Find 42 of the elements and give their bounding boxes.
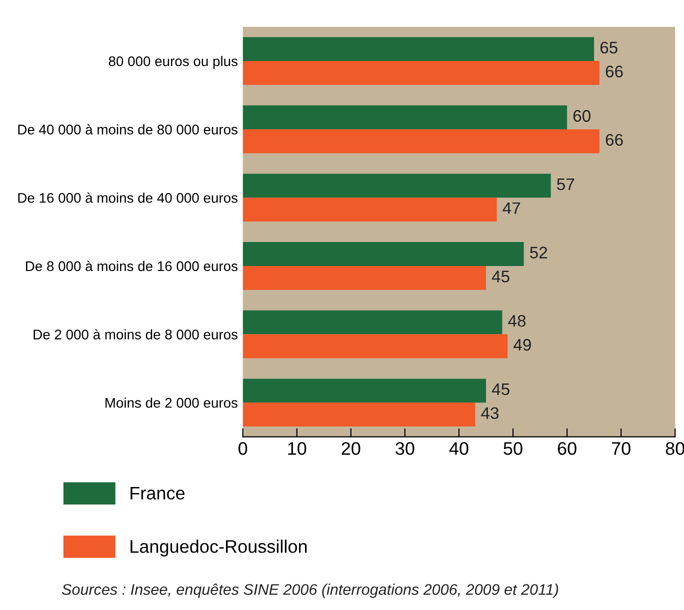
x-tick-label: 70 bbox=[612, 442, 630, 455]
x-tick-label: 80 bbox=[666, 442, 684, 455]
x-tick-label: 40 bbox=[449, 442, 468, 455]
bar bbox=[242, 334, 508, 358]
source-note: Sources : Insee, enquêtes SINE 2006 (interrogations 2006, 2009 et 2011) bbox=[62, 584, 558, 598]
x-tick-label: 0 bbox=[238, 442, 248, 455]
data-label: 48 bbox=[508, 314, 526, 327]
bar bbox=[242, 37, 594, 61]
data-label: 66 bbox=[606, 134, 623, 146]
x-tick-label: 20 bbox=[342, 442, 360, 455]
x-tick-label: 30 bbox=[396, 442, 414, 455]
data-label: 65 bbox=[600, 42, 618, 54]
bar bbox=[242, 61, 600, 85]
bar bbox=[242, 310, 502, 334]
legend-label: Languedoc-Roussillon bbox=[130, 540, 307, 556]
bar bbox=[242, 402, 476, 427]
data-label: 49 bbox=[514, 338, 531, 351]
bar bbox=[242, 198, 497, 222]
bar bbox=[242, 105, 568, 130]
y-tick-label: De 40 000 à moins de 80 000 euros bbox=[18, 124, 238, 134]
bar bbox=[242, 378, 486, 403]
x-tick-label: 60 bbox=[558, 442, 576, 455]
bar bbox=[242, 129, 600, 154]
data-label: 45 bbox=[492, 270, 510, 282]
data-label: 47 bbox=[502, 202, 520, 214]
data-label: 60 bbox=[573, 110, 590, 122]
y-tick-label: Moins de 2 000 euros bbox=[106, 398, 238, 408]
bar bbox=[242, 174, 551, 198]
y-tick-label: 80 000 euros ou plus bbox=[108, 56, 238, 69]
data-label: 45 bbox=[492, 383, 510, 396]
y-tick-label: De 16 000 à moins de 40 000 euros bbox=[18, 192, 238, 203]
y-tick-label: De 8 000 à moins de 16 000 euros bbox=[26, 260, 238, 272]
legend-label: France bbox=[130, 486, 185, 500]
bar bbox=[242, 266, 486, 290]
data-label: 52 bbox=[530, 246, 548, 258]
data-label: 57 bbox=[557, 178, 574, 190]
x-tick-label: 50 bbox=[504, 442, 522, 455]
data-label: 43 bbox=[481, 407, 499, 420]
bar bbox=[242, 242, 524, 266]
data-label: 66 bbox=[606, 66, 623, 78]
y-tick-label: De 2 000 à moins de 8 000 euros bbox=[34, 329, 238, 340]
x-tick-label: 10 bbox=[288, 442, 306, 455]
